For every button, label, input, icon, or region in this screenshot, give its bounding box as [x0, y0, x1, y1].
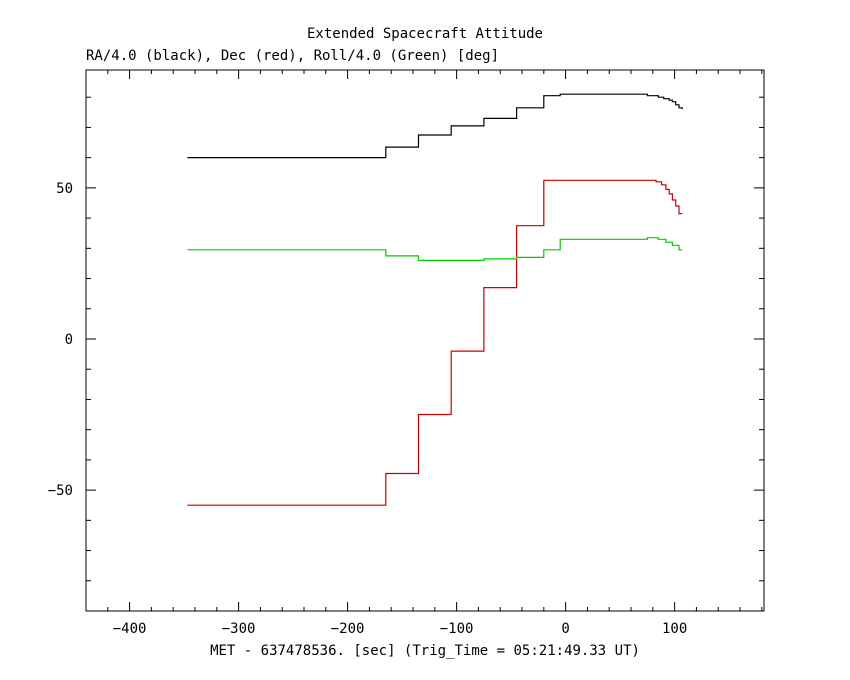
x-tick-label: 0 — [561, 621, 569, 637]
x-tick-label: −300 — [222, 621, 256, 637]
chart-subtitle: RA/4.0 (black), Dec (red), Roll/4.0 (Gre… — [86, 48, 499, 64]
y-tick-label: 50 — [56, 181, 73, 197]
tick-labels: −400 −300 −200 −100 0 100 −50 0 50 — [48, 181, 688, 637]
y-tick-label: −50 — [48, 483, 73, 499]
axis-ticks — [85, 70, 764, 612]
series-ra-line — [187, 93, 683, 159]
x-tick-label: −400 — [113, 621, 147, 637]
x-axis-label: MET - 637478536. [sec] (Trig_Time = 05:2… — [210, 643, 640, 659]
series-roll-line — [187, 237, 683, 261]
plot-frame — [85, 69, 765, 612]
x-tick-label: −200 — [331, 621, 365, 637]
x-tick-label: −100 — [440, 621, 474, 637]
series-dec-line — [187, 179, 683, 506]
x-tick-label: 100 — [662, 621, 687, 637]
chart-title: Extended Spacecraft Attitude — [307, 26, 543, 42]
series-group — [187, 93, 683, 506]
y-tick-label: 0 — [65, 332, 73, 348]
